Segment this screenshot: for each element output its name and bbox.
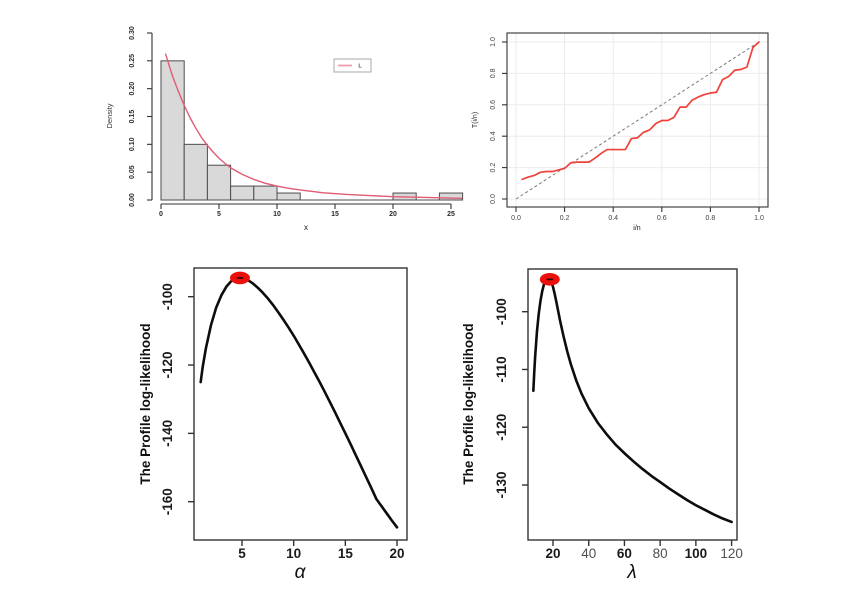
profile-loglikelihood-lambda-curve [532,277,733,524]
y-tick-label: 0.05 [129,165,136,179]
y-tick-label: -100 [160,283,175,310]
y-tick-label: 0.10 [129,137,136,151]
x-tick-label: 20 [389,211,397,218]
y-axis-label: The Profile log-likelihood [461,323,476,484]
x-tick-label: 0.6 [657,215,667,222]
y-tick-label: 0.25 [129,54,136,68]
legend-label: L [358,64,362,70]
y-tick-label: -120 [160,352,175,379]
x-axis-label: i/n [633,225,641,232]
profile-alpha-panel: 5 10 15 20 -100 -120 -140 -160 α The Profile log-… [138,267,408,583]
x-tick-label: 0.8 [706,215,716,222]
plot-box [506,32,769,208]
x-tick-label: 20 [389,546,404,561]
histogram-bar [253,185,278,201]
x-tick-label: 10 [286,546,301,561]
y-tick-label: 0.2 [490,163,497,173]
y-tick-label: -140 [160,420,175,447]
profile-lambda-panel: 20 40 60 80 100 120 -100 -110 -120 -130 λ The Profi… [461,268,743,583]
y-tick-label: 0.15 [129,110,136,124]
profile-loglikelihood-alpha-curve [199,276,399,529]
x-tick-label: 20 [545,546,560,561]
x-axis-label: α [295,562,307,583]
y-tick-label: 0.20 [129,82,136,96]
x-tick-label: 120 [720,546,743,561]
ttt-plot-panel: 0.0 0.2 0.4 0.6 0.8 1.0 0.0 0.2 0.4 0.6 0.8 1.0 i/n T… [472,32,769,232]
y-tick-label: -160 [160,488,175,515]
y-axis-label: The Profile log-likelihood [138,323,153,484]
y-tick-label: 1.0 [490,37,497,47]
x-tick-label: 0 [159,211,163,218]
fitted-density-curve [164,53,463,200]
y-tick-label: 0.00 [129,193,136,207]
x-tick-label: 25 [447,211,455,218]
y-tick-label: 0.6 [490,100,497,110]
x-tick-label: 80 [653,546,668,561]
diagonal-reference [515,41,760,200]
x-tick-label: 0.0 [511,215,521,222]
x-tick-label: 5 [238,546,246,561]
y-tick-label: 0.30 [129,26,136,40]
histogram-bar [206,164,232,201]
y-axis-label: T(i/n) [472,112,479,128]
y-tick-label: -120 [494,414,509,441]
x-tick-label: 5 [217,211,221,218]
x-tick-label: 10 [273,211,281,218]
x-tick-label: 40 [581,546,596,561]
histogram-bar [230,185,255,201]
plot-box [193,267,408,541]
legend-box [333,58,372,73]
y-tick-label: 0.8 [490,68,497,78]
x-tick-label: 1.0 [754,215,764,222]
y-tick-label: 0.4 [490,131,497,141]
y-tick-label: -130 [494,471,509,498]
x-tick-label: 0.2 [560,215,570,222]
histogram-bar [438,192,464,201]
histogram-bar [276,192,301,201]
y-tick-label: 0.0 [490,194,497,204]
x-axis-label: x [304,223,308,232]
x-tick-label: 15 [338,546,354,561]
histogram-bar [160,60,185,201]
y-tick-label: -100 [494,298,509,325]
y-axis-label: Density [105,103,114,128]
histogram-panel: 0 5 10 15 20 25 0.00 0.05 0.10 0.15 0.20 0.25 0.30 x D… [105,26,464,232]
plot-box [527,268,738,541]
x-axis-label: λ [626,562,636,583]
ttt-transform-line [521,41,760,181]
y-tick-label: -110 [494,356,509,382]
histogram-bar [183,143,208,201]
x-tick-label: 60 [617,546,632,561]
x-tick-label: 100 [685,546,708,561]
x-tick-label: 0.4 [608,215,618,222]
x-tick-label: 15 [331,211,339,218]
